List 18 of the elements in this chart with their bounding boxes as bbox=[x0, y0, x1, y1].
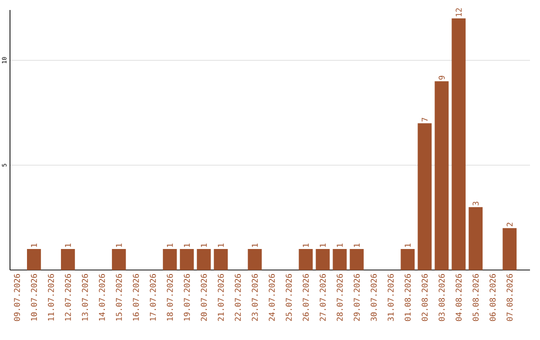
bar bbox=[418, 123, 432, 270]
bar bbox=[180, 249, 194, 270]
bar bbox=[196, 249, 211, 270]
bar bbox=[60, 249, 75, 270]
bar bbox=[468, 207, 483, 270]
bar bbox=[434, 81, 449, 270]
bar bbox=[350, 249, 364, 270]
bar bbox=[452, 18, 466, 270]
bar bbox=[112, 249, 126, 270]
bar bbox=[162, 249, 177, 270]
bar bbox=[214, 249, 228, 270]
bar bbox=[400, 249, 415, 270]
bar bbox=[316, 249, 330, 270]
bar bbox=[26, 249, 41, 270]
bar bbox=[298, 249, 313, 270]
bar bbox=[332, 249, 347, 270]
bar bbox=[502, 228, 517, 270]
bar bbox=[248, 249, 262, 270]
